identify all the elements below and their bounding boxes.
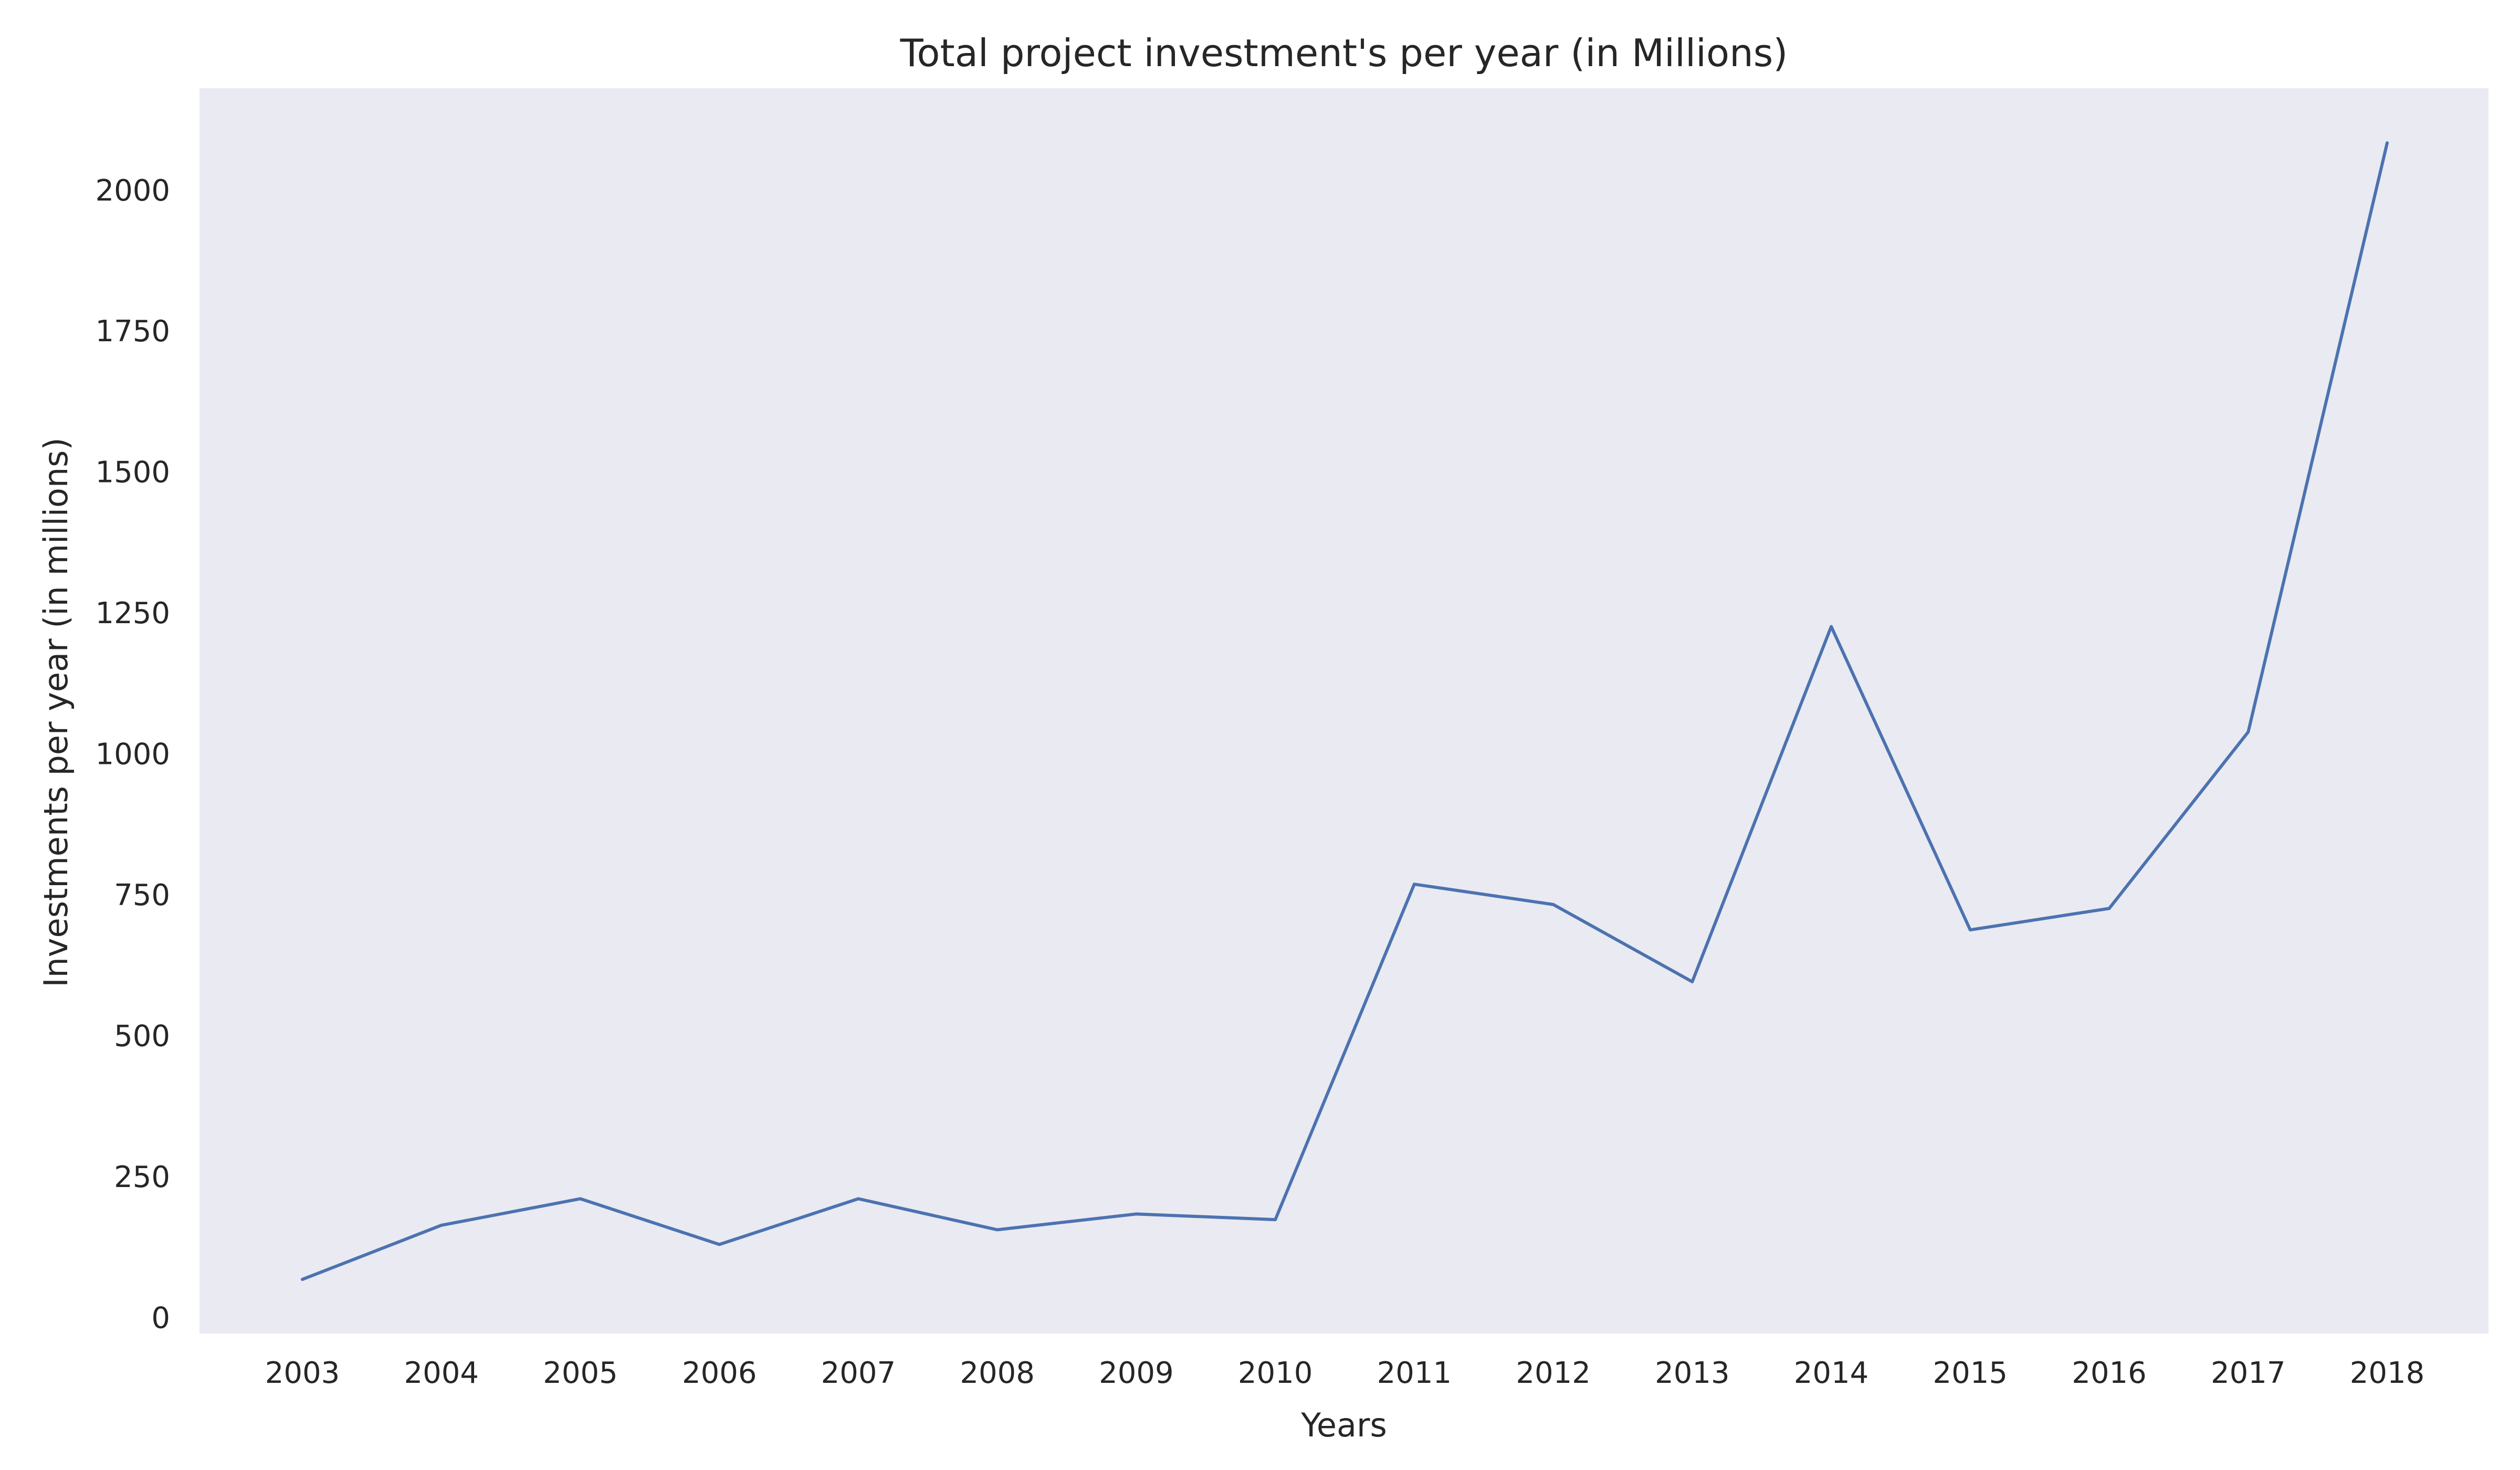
x-tick-label: 2005 (543, 1356, 618, 1390)
x-tick-label: 2011 (1377, 1356, 1452, 1390)
x-tick-label: 2014 (1794, 1356, 1869, 1390)
y-tick-label: 2000 (95, 174, 170, 208)
investment-series-line (301, 141, 2389, 1281)
y-axis-ticks: 0 250 500 750 1000 1250 1500 1750 2000 (95, 174, 170, 1336)
y-tick-label: 250 (114, 1160, 170, 1194)
x-tick-label: 2017 (2211, 1356, 2286, 1390)
y-tick-label: 1500 (95, 456, 170, 490)
x-axis-label: Years (1300, 1406, 1387, 1444)
series-layer (301, 141, 2389, 1281)
y-tick-label: 500 (114, 1019, 170, 1053)
x-tick-label: 2009 (1099, 1356, 1174, 1390)
x-tick-label: 2015 (1933, 1356, 2008, 1390)
y-tick-label: 1250 (95, 596, 170, 631)
y-tick-label: 0 (151, 1301, 170, 1335)
y-tick-label: 750 (114, 878, 170, 912)
x-tick-label: 2003 (265, 1356, 340, 1390)
x-tick-label: 2012 (1516, 1356, 1591, 1390)
chart-title: Total project investment's per year (in … (900, 31, 1788, 75)
y-tick-label: 1000 (95, 738, 170, 772)
x-tick-label: 2010 (1238, 1356, 1313, 1390)
x-tick-label: 2006 (682, 1356, 757, 1390)
x-tick-label: 2013 (1655, 1356, 1730, 1390)
x-tick-label: 2016 (2072, 1356, 2147, 1390)
x-axis-ticks: 2003 2004 2005 2006 2007 2008 2009 2010 2011 2012… (265, 1356, 2425, 1390)
y-axis-label: Investments per year (in millions) (37, 437, 75, 987)
plot-background (200, 88, 2488, 1334)
y-tick-label: 1750 (95, 314, 170, 349)
x-tick-label: 2008 (960, 1356, 1035, 1390)
x-tick-label: 2018 (2350, 1356, 2425, 1390)
x-tick-label: 2004 (404, 1356, 479, 1390)
x-tick-label: 2007 (821, 1356, 896, 1390)
